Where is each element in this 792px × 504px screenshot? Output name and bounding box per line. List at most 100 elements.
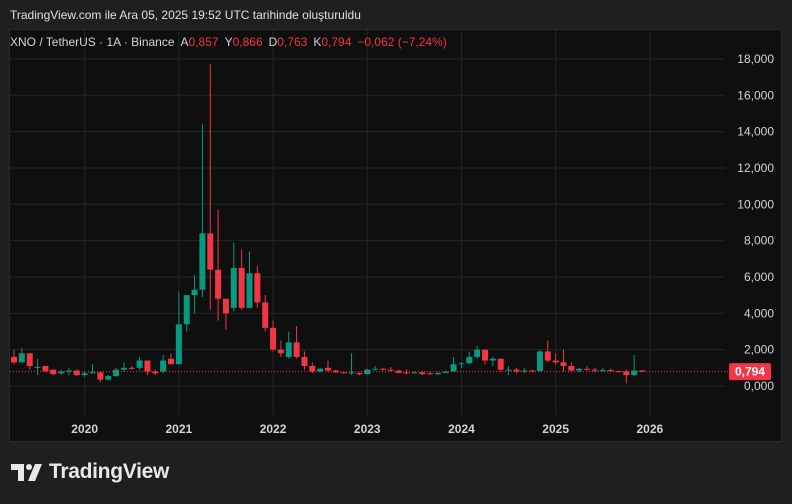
candle [536,349,543,372]
candle-body [222,298,229,314]
x-tick-label: 2020 [71,422,98,436]
y-tick-label: 18,000 [737,52,774,66]
candle-body [403,372,410,374]
candle [317,367,324,373]
y-tick-label: 6,000 [744,270,774,284]
candle-body [105,376,112,380]
candle-body [246,273,253,308]
candle [521,367,528,374]
tradingview-logo[interactable]: TradingView [11,460,169,484]
x-tick-label: 2023 [354,422,381,436]
candle [325,360,331,372]
candle-body [489,358,496,361]
candle-body [230,267,237,308]
candle-body [238,267,245,308]
candle-body [419,372,426,375]
grid [10,30,725,415]
candle [497,358,504,372]
y-tick-label: 14,000 [737,125,774,139]
y-tick-label: 12,000 [737,161,774,175]
candle-body [160,360,167,372]
candle-body [317,368,324,372]
candle-body [340,372,347,374]
time-axis: 2020 2021 2022 2023 2024 2025 2026 [71,422,663,436]
candle-body [97,372,104,380]
x-tick-label: 2022 [260,422,287,436]
candle-body [309,366,316,372]
candle-body [113,369,120,377]
x-tick-label: 2024 [448,422,475,436]
y-tick-label: 8,000 [744,234,774,248]
candle-body [395,370,402,373]
candle [18,347,25,363]
candle [246,251,253,308]
candle-body [544,351,551,361]
candle [474,346,481,359]
candle-body [631,370,638,376]
candle [277,340,284,357]
candle [58,369,65,376]
candle [576,367,583,373]
last-price-label: 0,794 [735,365,765,379]
close-value: 0,794 [321,35,352,49]
candle [34,358,41,376]
candle-body [262,302,269,328]
candle [254,266,261,308]
candle-body [42,366,49,372]
candle [482,349,488,365]
logo-text: TradingView [49,460,170,483]
candle [560,349,567,372]
candle [387,366,394,372]
candle [466,351,473,365]
candle [419,371,426,376]
candle-body [623,371,630,376]
candle-body [144,360,151,372]
candle-body [372,368,379,370]
candle-body [521,370,528,372]
candle [215,209,222,321]
high-label: Y [224,35,233,49]
candle-body [152,371,159,374]
price-axis: 0,000 2,000 4,000 6,000 8,000 10,000 12,000 14,… [737,52,774,393]
candle-body [285,342,292,357]
candle [42,366,49,372]
candle [175,291,182,365]
candle-body [11,356,17,363]
candle-body [442,371,449,373]
candle-body [584,368,591,370]
candle [639,370,645,373]
candle-body [607,370,614,372]
candle-body [89,372,96,374]
candle [450,356,457,372]
candle [97,371,104,383]
candle [568,362,575,372]
candle [513,367,520,374]
candle [152,369,159,376]
candle [631,355,638,377]
close-label: K [313,35,322,49]
candle-body [458,363,465,365]
candle-body [536,351,543,372]
candle-body [379,368,386,370]
candle [238,249,245,310]
candle-body [427,373,434,375]
candle-body [65,370,72,372]
candle-body [34,366,41,368]
candle-body [568,366,575,371]
candles [11,64,645,384]
candle [607,368,614,372]
candle [584,366,591,371]
candle-body [191,289,198,296]
candle [160,355,167,374]
candle [50,369,57,376]
candle [552,353,559,365]
candle-body [81,373,88,376]
candle [309,362,316,374]
candle-body [513,369,520,372]
candle [505,366,512,376]
x-tick-label: 2026 [636,422,663,436]
candle-body [591,369,598,371]
candle [434,372,441,376]
symbol-label[interactable]: XNO / TetherUS · 1A · Binance [10,35,175,49]
